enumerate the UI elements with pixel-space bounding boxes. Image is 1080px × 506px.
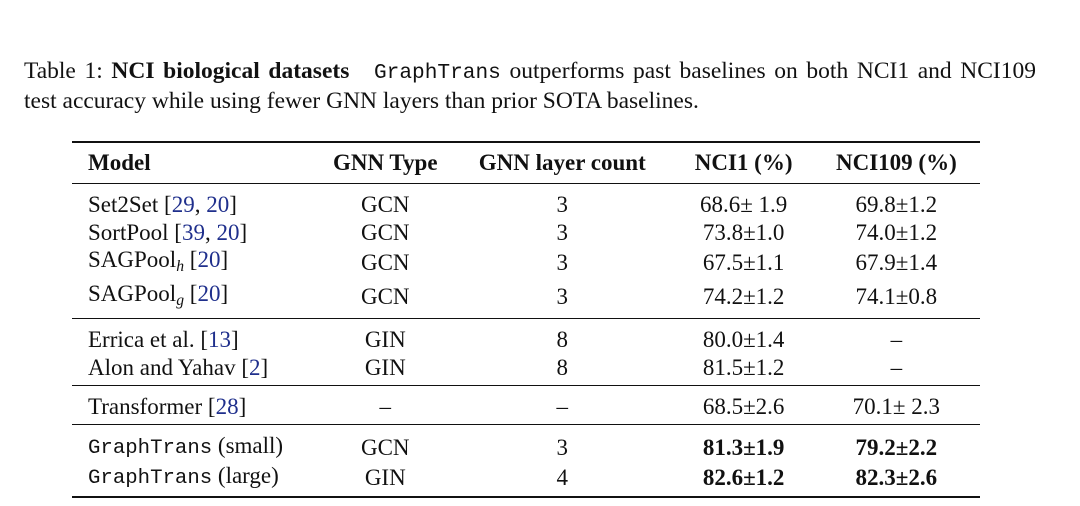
- citation-link[interactable]: 2: [249, 354, 261, 380]
- nci1-cell: 68.5±2.6: [674, 384, 813, 425]
- nci1-cell: 81.5±1.2: [702, 354, 785, 380]
- header-gnn-type: GNN Type: [320, 142, 450, 184]
- citation-link[interactable]: 13: [208, 327, 232, 353]
- nci109-cell: 67.9±1.4: [855, 250, 938, 276]
- table-row: GraphTrans (small) GCN 3 81.3±1.9 79.2±2…: [72, 424, 980, 463]
- citation-link[interactable]: 29: [171, 192, 195, 218]
- nci109-cell-best: 79.2±2.2: [812, 424, 980, 463]
- model-cell: SAGPoolh [20]: [88, 247, 229, 275]
- nci109-cell: 74.0±1.2: [855, 219, 938, 245]
- gnn-type-cell: GCN: [360, 219, 410, 245]
- caption-text: outperforms past baselines on both NCI1 …: [24, 58, 1036, 114]
- nci109-cell: –: [890, 354, 903, 380]
- model-name: SAGPool: [88, 280, 177, 306]
- layer-count-cell: 3: [556, 219, 569, 245]
- table-row: Set2Set [29, 20] GCN 3 68.6± 1.9 69.8±1.…: [72, 184, 980, 219]
- nci1-cell-best: 81.3±1.9: [674, 424, 813, 463]
- table-row: SortPool [39, 20] GCN 3 73.8±1.0 74.0±1.…: [72, 219, 980, 247]
- layer-count-cell: –: [450, 384, 675, 425]
- model-name: Transformer: [88, 394, 203, 420]
- layer-count-cell: 3: [556, 192, 569, 218]
- nci1-cell: 68.6± 1.9: [699, 192, 788, 218]
- model-name: SAGPool: [88, 247, 177, 272]
- model-variant: (large): [217, 463, 279, 489]
- caption-label: Table 1:: [24, 58, 103, 84]
- table-caption: Table 1: NCI biological datasets GraphTr…: [24, 57, 1036, 115]
- header-nci1: NCI1 (%): [674, 142, 813, 184]
- nci1-cell: 67.5±1.1: [702, 250, 785, 276]
- model-cell: Transformer [28]: [72, 384, 321, 425]
- caption-model-name: GraphTrans: [374, 61, 501, 85]
- nci1-cell-best: 82.6±1.2: [674, 462, 813, 499]
- layer-count-cell: 3: [556, 284, 569, 310]
- nci109-cell: –: [812, 317, 980, 354]
- gnn-type-cell: GIN: [364, 354, 406, 380]
- gnn-type-cell: GIN: [320, 317, 450, 354]
- model-cell: GraphTrans (small): [72, 424, 321, 463]
- gnn-type-cell: GCN: [320, 424, 450, 463]
- citation-link[interactable]: 20: [197, 247, 221, 272]
- nci109-cell: 70.1± 2.3: [812, 384, 980, 425]
- nci1-cell: 80.0±1.4: [674, 317, 813, 354]
- gnn-type-cell: –: [320, 384, 450, 425]
- citation-link[interactable]: 39: [181, 219, 205, 245]
- table-row: SAGPoolh [20] GCN 3 67.5±1.1 67.9±1.4: [72, 246, 980, 280]
- layer-count-cell: 8: [450, 317, 675, 354]
- layer-count-cell: 3: [556, 250, 569, 276]
- model-cell: SAGPoolg [20]: [88, 280, 229, 309]
- layer-count-cell: 4: [450, 462, 675, 499]
- gnn-type-cell: GCN: [360, 284, 410, 310]
- nci1-cell: 73.8±1.0: [702, 219, 785, 245]
- table-row: Transformer [28] – – 68.5±2.6 70.1± 2.3: [72, 384, 980, 425]
- table-row: Alon and Yahav [2] GIN 8 81.5±1.2 –: [72, 353, 980, 385]
- model-subscript: g: [176, 291, 185, 309]
- model-cell: Alon and Yahav [2]: [88, 354, 269, 380]
- table-row: GraphTrans (large) GIN 4 82.6±1.2 82.3±2…: [72, 462, 980, 499]
- model-cell: SortPool [39, 20]: [88, 219, 248, 245]
- model-name: Errica et al.: [88, 327, 195, 353]
- citation-link[interactable]: 20: [206, 192, 230, 218]
- citation-link[interactable]: 20: [216, 219, 240, 245]
- model-name: GraphTrans: [88, 437, 213, 461]
- layer-count-cell: 8: [556, 354, 569, 380]
- table-row: Errica et al. [13] GIN 8 80.0±1.4 –: [72, 317, 980, 354]
- model-cell: Set2Set [29, 20]: [88, 192, 237, 218]
- results-table: Model GNN Type GNN layer count NCI1 (%) …: [72, 141, 980, 499]
- table-header-row: Model GNN Type GNN layer count NCI1 (%) …: [72, 142, 980, 184]
- gnn-type-cell: GCN: [360, 192, 410, 218]
- citation-link[interactable]: 20: [197, 280, 221, 306]
- citation-link[interactable]: 28: [215, 394, 239, 420]
- results-table-container: Model GNN Type GNN layer count NCI1 (%) …: [72, 141, 980, 499]
- nci109-cell: 74.1±0.8: [855, 284, 938, 310]
- model-name: GraphTrans: [88, 467, 213, 491]
- model-cell: Errica et al. [13]: [72, 317, 321, 354]
- model-subscript: h: [176, 257, 185, 275]
- header-layer-count: GNN layer count: [450, 142, 675, 184]
- model-name: SortPool: [88, 219, 169, 245]
- caption-title: NCI biological datasets: [111, 58, 350, 84]
- model-variant: (small): [217, 433, 284, 459]
- nci109-cell: 69.8±1.2: [855, 192, 938, 218]
- gnn-type-cell: GIN: [320, 462, 450, 499]
- layer-count-cell: 3: [450, 424, 675, 463]
- model-name: Alon and Yahav: [88, 354, 236, 380]
- header-nci109: NCI109 (%): [812, 142, 980, 184]
- gnn-type-cell: GCN: [360, 250, 410, 276]
- table-row: SAGPoolg [20] GCN 3 74.2±1.2 74.1±0.8: [72, 280, 980, 318]
- nci1-cell: 74.2±1.2: [702, 284, 785, 310]
- model-name: Set2Set: [88, 192, 159, 218]
- header-model: Model: [72, 142, 321, 184]
- model-cell: GraphTrans (large): [72, 462, 321, 499]
- nci109-cell-best: 82.3±2.6: [812, 462, 980, 499]
